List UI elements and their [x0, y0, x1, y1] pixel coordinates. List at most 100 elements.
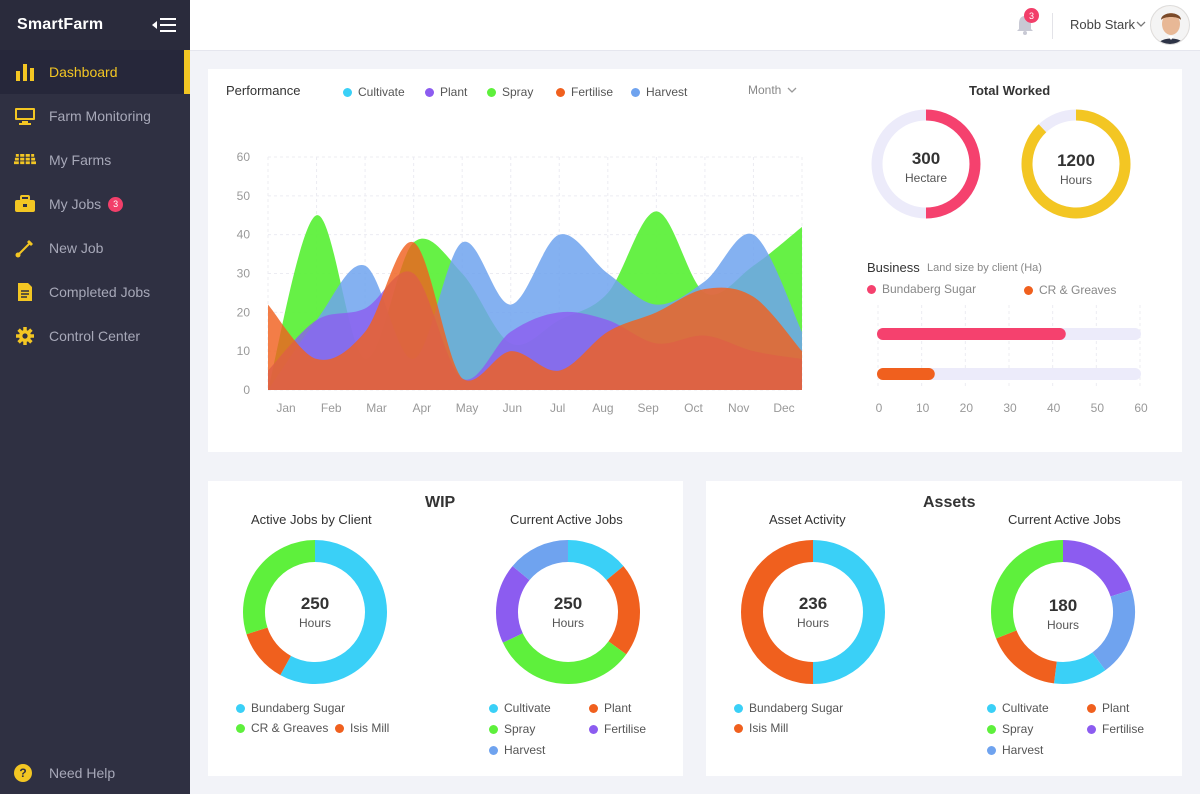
help-icon: ?: [14, 764, 32, 782]
document-icon: [14, 281, 36, 303]
app-name: SmartFarm: [17, 16, 104, 33]
x-tick-label: 40: [1047, 401, 1061, 415]
legend-fertilise: Fertilise: [1087, 722, 1144, 736]
hours-center: 1200 Hours: [1036, 151, 1116, 187]
donut-slice-cr-greaves: [243, 540, 316, 635]
bar-chart-icon: [14, 61, 36, 83]
wip-card: WIP Active Jobs by Client Current Active…: [208, 481, 683, 776]
y-tick-label: 20: [237, 305, 251, 319]
x-tick-label: May: [456, 401, 479, 415]
legend-cultivate: Cultivate: [489, 701, 551, 715]
business-subtitle: Land size by client (Ha): [927, 262, 1042, 274]
legend-plant: Plant: [425, 85, 467, 99]
x-tick-label: Nov: [728, 401, 749, 415]
sidebar-item-completed-jobs[interactable]: Completed Jobs: [0, 270, 190, 314]
x-tick-label: Jun: [503, 401, 522, 415]
hectare-unit: Hectare: [904, 171, 948, 185]
sidebar-item-my-farms[interactable]: My Farms: [0, 138, 190, 182]
legend-spray: Spray: [489, 722, 535, 736]
x-tick-label: Oct: [684, 401, 703, 415]
briefcase-icon: [14, 193, 36, 215]
shovel-icon: [14, 237, 36, 259]
sidebar-item-label: New Job: [49, 240, 104, 256]
topbar-divider: [1052, 13, 1053, 39]
y-tick-label: 10: [237, 344, 251, 358]
hours-unit: Hours: [1059, 173, 1092, 187]
monitor-icon: [14, 105, 36, 127]
sidebar-item-new-job[interactable]: New Job: [0, 226, 190, 270]
donut-slice-isis-mill: [741, 540, 814, 684]
legend-bundaberg: Bundaberg Sugar: [734, 701, 843, 715]
sidebar-item-label: My Jobs: [49, 196, 102, 212]
wip-client-value: 250: [300, 594, 330, 613]
chevron-down-icon[interactable]: [1136, 20, 1146, 28]
bar-track: [877, 368, 1141, 380]
legend-bundaberg: Bundaberg Sugar: [236, 701, 345, 715]
assets-current-center: 180 Hours: [1023, 596, 1103, 632]
assets-current-value: 180: [1048, 596, 1078, 615]
bar-bundaberg-sugar: [877, 328, 1066, 340]
sidebar-item-label: Farm Monitoring: [49, 108, 151, 124]
legend-spray: Spray: [487, 85, 533, 99]
menu-collapse-icon[interactable]: [152, 16, 176, 34]
wip-current-center: 250 Hours: [528, 594, 608, 630]
asset-activity-unit: Hours: [796, 616, 829, 630]
sidebar-item-label: Dashboard: [49, 64, 118, 80]
assets-title: Assets: [923, 494, 976, 511]
donut-slice-cultivate: [567, 540, 624, 581]
farm-icon: [14, 149, 36, 171]
total-worked-donuts: [871, 109, 1131, 219]
current-active-jobs-title: Current Active Jobs: [510, 512, 623, 527]
x-tick-label: 0: [876, 401, 883, 415]
hectare-center: 300 Hectare: [886, 149, 966, 185]
legend-isis-mill: Isis Mill: [335, 721, 389, 735]
sidebar-item-label: My Farms: [49, 152, 112, 168]
x-tick-label: Dec: [773, 401, 794, 415]
avatar[interactable]: [1150, 5, 1190, 45]
asset-activity-title: Asset Activity: [769, 512, 846, 527]
sidebar-item-label: Completed Jobs: [49, 284, 151, 300]
sidebar: SmartFarm Dashboard Farm Monitoring My F…: [0, 0, 190, 794]
legend-isis-mill: Isis Mill: [734, 721, 788, 735]
legend-harvest: Harvest: [631, 85, 687, 99]
period-select[interactable]: Month: [748, 83, 797, 97]
donut-slice-cultivate: [1053, 652, 1106, 684]
need-help-link[interactable]: ? Need Help: [14, 764, 115, 782]
sidebar-item-farm-monitoring[interactable]: Farm Monitoring: [0, 94, 190, 138]
area-series-fertilise: [268, 241, 802, 390]
x-tick-label: Mar: [366, 401, 387, 415]
donut-slice-spray: [991, 540, 1064, 639]
donut-slice-fertilise: [996, 629, 1058, 684]
x-tick-label: 60: [1134, 401, 1148, 415]
assets-card: Assets Asset Activity Current Active Job…: [706, 481, 1182, 776]
x-tick-label: 50: [1091, 401, 1105, 415]
sidebar-item-dashboard[interactable]: Dashboard: [0, 50, 190, 94]
hours-value: 1200: [1057, 151, 1095, 170]
asset-activity-donut: [741, 540, 885, 684]
assets-current-active-jobs-title: Current Active Jobs: [1008, 512, 1121, 527]
legend-cr-greaves: CR & Greaves: [1024, 283, 1116, 297]
y-tick-label: 30: [237, 267, 251, 281]
brand-header: SmartFarm: [0, 0, 190, 50]
x-tick-label: 20: [960, 401, 974, 415]
legend-harvest: Harvest: [987, 743, 1043, 757]
asset-activity-center: 236 Hours: [773, 594, 853, 630]
donut-slice-harvest: [1091, 589, 1135, 671]
sidebar-item-control-center[interactable]: Control Center: [0, 314, 190, 358]
jobs-count-badge: 3: [108, 196, 124, 212]
assets-current-unit: Hours: [1046, 618, 1079, 632]
wip-client-unit: Hours: [298, 616, 331, 630]
hours-ring-fill: [1021, 109, 1131, 219]
y-tick-label: 0: [243, 383, 250, 397]
active-jobs-by-client-donut: [243, 540, 387, 684]
performance-card: Performance Cultivate Plant Spray Fertil…: [208, 69, 1182, 452]
user-name[interactable]: Robb Stark: [1070, 17, 1136, 32]
donut-slice-plant: [1062, 540, 1132, 598]
assets-current-active-jobs-donut: [991, 540, 1135, 684]
x-tick-label: Jan: [276, 401, 295, 415]
wip-current-value: 250: [553, 594, 583, 613]
wip-title: WIP: [425, 494, 456, 511]
topbar: 3 Robb Stark: [190, 0, 1200, 51]
sidebar-item-my-jobs[interactable]: My Jobs 3: [0, 182, 190, 226]
business-title: Business: [867, 260, 920, 275]
